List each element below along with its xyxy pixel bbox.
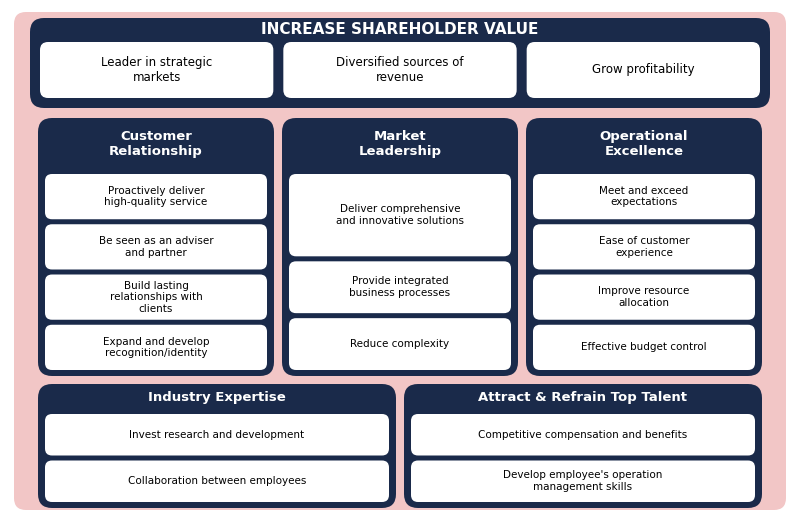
FancyBboxPatch shape bbox=[45, 460, 389, 502]
FancyBboxPatch shape bbox=[289, 318, 511, 370]
FancyBboxPatch shape bbox=[45, 325, 267, 370]
FancyBboxPatch shape bbox=[533, 174, 755, 219]
Text: Build lasting
relationships with
clients: Build lasting relationships with clients bbox=[110, 280, 202, 314]
Text: Operational
Excellence: Operational Excellence bbox=[600, 130, 688, 158]
Text: Customer
Relationship: Customer Relationship bbox=[109, 130, 203, 158]
Text: Collaboration between employees: Collaboration between employees bbox=[128, 476, 306, 487]
FancyBboxPatch shape bbox=[533, 275, 755, 320]
Text: Effective budget control: Effective budget control bbox=[581, 342, 707, 352]
FancyBboxPatch shape bbox=[30, 18, 770, 108]
Text: Grow profitability: Grow profitability bbox=[592, 64, 694, 77]
Text: Attract & Refrain Top Talent: Attract & Refrain Top Talent bbox=[478, 390, 687, 404]
FancyBboxPatch shape bbox=[38, 118, 274, 376]
FancyBboxPatch shape bbox=[533, 224, 755, 269]
Text: Industry Expertise: Industry Expertise bbox=[148, 390, 286, 404]
Text: Invest research and development: Invest research and development bbox=[130, 430, 305, 440]
FancyBboxPatch shape bbox=[533, 325, 755, 370]
FancyBboxPatch shape bbox=[289, 262, 511, 313]
Text: Expand and develop
recognition/identity: Expand and develop recognition/identity bbox=[102, 337, 210, 358]
Text: Competitive compensation and benefits: Competitive compensation and benefits bbox=[478, 430, 688, 440]
FancyBboxPatch shape bbox=[38, 384, 396, 508]
FancyBboxPatch shape bbox=[404, 384, 762, 508]
FancyBboxPatch shape bbox=[526, 42, 760, 98]
Text: Meet and exceed
expectations: Meet and exceed expectations bbox=[599, 186, 689, 207]
Text: Improve resource
allocation: Improve resource allocation bbox=[598, 287, 690, 308]
FancyBboxPatch shape bbox=[411, 460, 755, 502]
FancyBboxPatch shape bbox=[45, 174, 267, 219]
Text: Market
Leadership: Market Leadership bbox=[358, 130, 442, 158]
FancyBboxPatch shape bbox=[282, 118, 518, 376]
Text: Reduce complexity: Reduce complexity bbox=[350, 339, 450, 349]
Text: Diversified sources of
revenue: Diversified sources of revenue bbox=[336, 56, 464, 84]
FancyBboxPatch shape bbox=[289, 174, 511, 256]
FancyBboxPatch shape bbox=[45, 224, 267, 269]
Text: Deliver comprehensive
and innovative solutions: Deliver comprehensive and innovative sol… bbox=[336, 204, 464, 226]
FancyBboxPatch shape bbox=[45, 414, 389, 456]
Text: Provide integrated
business processes: Provide integrated business processes bbox=[350, 277, 450, 298]
FancyBboxPatch shape bbox=[40, 42, 274, 98]
Text: INCREASE SHAREHOLDER VALUE: INCREASE SHAREHOLDER VALUE bbox=[262, 22, 538, 38]
Text: Proactively deliver
high-quality service: Proactively deliver high-quality service bbox=[104, 186, 208, 207]
FancyBboxPatch shape bbox=[45, 275, 267, 320]
Text: Leader in strategic
markets: Leader in strategic markets bbox=[101, 56, 212, 84]
FancyBboxPatch shape bbox=[411, 414, 755, 456]
Text: Develop employee's operation
management skills: Develop employee's operation management … bbox=[503, 470, 662, 492]
FancyBboxPatch shape bbox=[14, 12, 786, 510]
Text: Be seen as an adviser
and partner: Be seen as an adviser and partner bbox=[98, 236, 214, 258]
FancyBboxPatch shape bbox=[526, 118, 762, 376]
Text: Ease of customer
experience: Ease of customer experience bbox=[598, 236, 690, 258]
FancyBboxPatch shape bbox=[283, 42, 517, 98]
